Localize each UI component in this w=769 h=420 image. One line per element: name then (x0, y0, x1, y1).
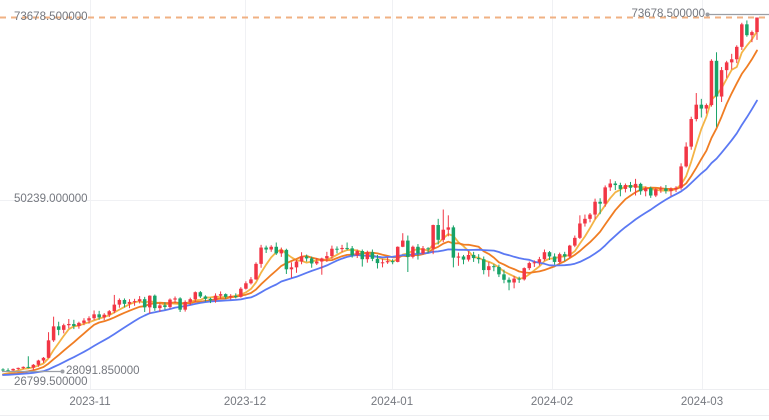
x-axis-label: 2024-03 (680, 396, 724, 408)
x-axis-label: 2024-01 (370, 396, 414, 408)
x-axis-label: 2023-11 (69, 396, 111, 408)
y-axis-label-mid: 50239.000000 (14, 193, 88, 205)
x-axis-label: 2024-02 (530, 396, 574, 408)
x-axis-label: 2023-12 (223, 396, 267, 408)
max-price-marker-label: 73678.500000 (631, 8, 705, 20)
y-axis-label-max: 73678.500000 (14, 11, 88, 23)
y-axis-label-min: 26799.500000 (14, 376, 88, 388)
min-price-marker-label: 28091.850000 (66, 365, 140, 377)
